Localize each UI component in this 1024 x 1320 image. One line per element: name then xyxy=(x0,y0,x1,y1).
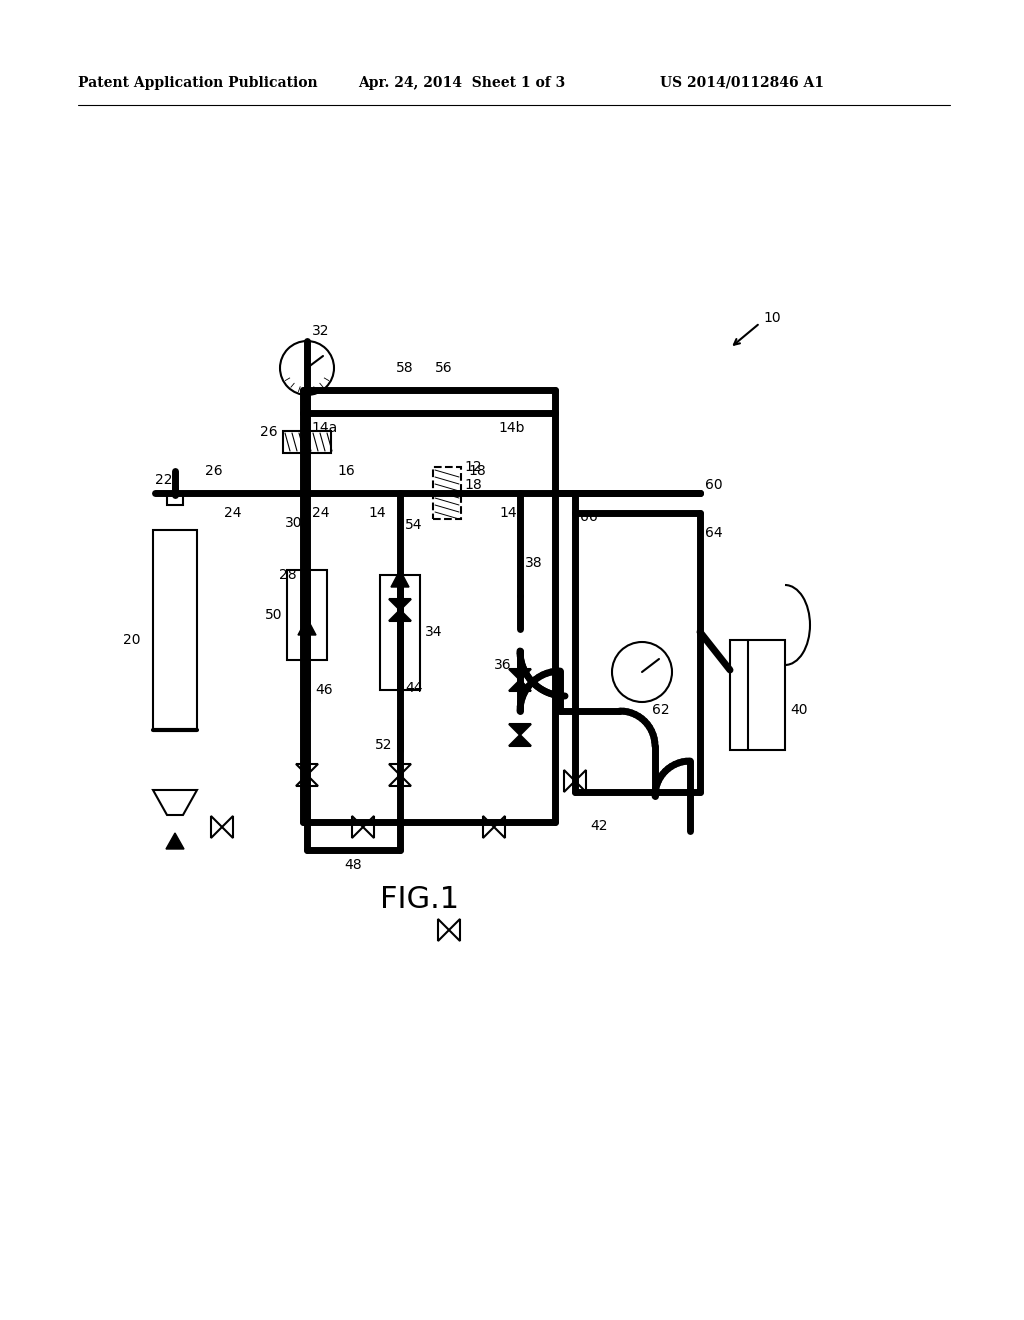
Circle shape xyxy=(280,341,334,395)
Polygon shape xyxy=(389,599,411,610)
Polygon shape xyxy=(391,570,409,587)
Bar xyxy=(380,576,420,690)
Text: 42: 42 xyxy=(590,818,607,833)
Circle shape xyxy=(612,642,672,702)
Bar xyxy=(433,467,461,519)
Text: 54: 54 xyxy=(406,517,423,532)
Text: 14b: 14b xyxy=(499,421,525,436)
Text: 36: 36 xyxy=(495,657,512,672)
Text: 12: 12 xyxy=(464,459,481,474)
Text: 22: 22 xyxy=(155,473,172,487)
Text: 40: 40 xyxy=(790,704,808,717)
Polygon shape xyxy=(296,764,318,775)
Polygon shape xyxy=(564,770,575,792)
Polygon shape xyxy=(222,816,233,838)
Text: 26: 26 xyxy=(260,425,278,440)
Polygon shape xyxy=(438,919,449,941)
Text: 44: 44 xyxy=(406,681,423,696)
Text: 10: 10 xyxy=(763,312,780,325)
Text: 18: 18 xyxy=(464,478,481,492)
Text: 14: 14 xyxy=(499,506,517,520)
Text: 64: 64 xyxy=(705,525,723,540)
Polygon shape xyxy=(211,816,222,838)
Text: 32: 32 xyxy=(312,323,330,338)
Polygon shape xyxy=(389,610,411,620)
Text: 38: 38 xyxy=(525,556,543,570)
Text: 18: 18 xyxy=(468,465,486,478)
Polygon shape xyxy=(483,816,494,838)
Polygon shape xyxy=(575,770,586,792)
Text: 52: 52 xyxy=(375,738,392,752)
Text: 48: 48 xyxy=(344,858,361,873)
Text: 16: 16 xyxy=(337,465,355,478)
Bar xyxy=(287,570,327,660)
Text: 30: 30 xyxy=(285,516,302,531)
Text: 62: 62 xyxy=(652,704,670,717)
Text: Apr. 24, 2014  Sheet 1 of 3: Apr. 24, 2014 Sheet 1 of 3 xyxy=(358,77,565,90)
Text: 14a: 14a xyxy=(311,421,337,436)
Text: FIG.1: FIG.1 xyxy=(381,886,460,915)
Text: Patent Application Publication: Patent Application Publication xyxy=(78,77,317,90)
Text: 56: 56 xyxy=(435,360,453,375)
Bar xyxy=(167,495,183,506)
Text: 24: 24 xyxy=(224,506,242,520)
Polygon shape xyxy=(509,723,531,735)
Polygon shape xyxy=(362,816,374,838)
Text: 20: 20 xyxy=(123,634,140,647)
Text: US 2014/0112846 A1: US 2014/0112846 A1 xyxy=(660,77,824,90)
Polygon shape xyxy=(509,669,531,680)
Polygon shape xyxy=(298,618,316,635)
Text: 58: 58 xyxy=(396,360,414,375)
Bar xyxy=(730,640,785,750)
Text: 28: 28 xyxy=(280,568,297,582)
Polygon shape xyxy=(352,816,362,838)
Text: 34: 34 xyxy=(425,624,442,639)
Text: 26: 26 xyxy=(205,465,223,478)
Text: 24: 24 xyxy=(312,506,330,520)
Bar xyxy=(153,531,197,730)
Polygon shape xyxy=(509,680,531,690)
Polygon shape xyxy=(449,919,460,941)
Text: 66: 66 xyxy=(580,510,598,524)
Polygon shape xyxy=(494,816,505,838)
Text: 14: 14 xyxy=(368,506,386,520)
Text: 60: 60 xyxy=(705,478,723,492)
Polygon shape xyxy=(389,764,411,775)
Polygon shape xyxy=(153,789,197,814)
Polygon shape xyxy=(389,775,411,785)
Text: 50: 50 xyxy=(264,609,282,622)
Polygon shape xyxy=(166,833,184,849)
Text: 46: 46 xyxy=(315,682,333,697)
Polygon shape xyxy=(509,735,531,746)
Bar xyxy=(283,432,331,453)
Polygon shape xyxy=(296,775,318,785)
